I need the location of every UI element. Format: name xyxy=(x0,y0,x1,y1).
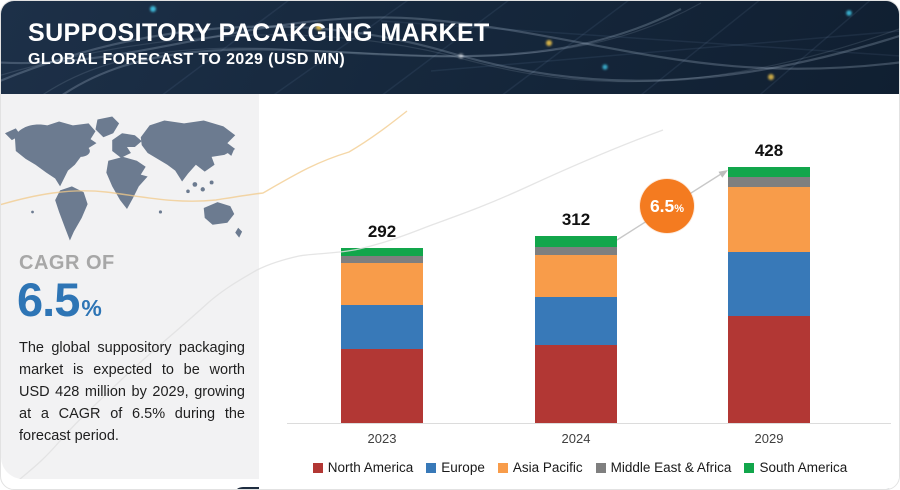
bar-segment-south-america-2023 xyxy=(341,248,423,257)
legend-swatch-south-america xyxy=(744,462,755,473)
bar-segment-south-america-2029 xyxy=(728,167,810,177)
bar-segment-south-america-2024 xyxy=(535,236,617,247)
stacked-bar-2023 xyxy=(341,248,423,423)
x-axis-label-2023: 2023 xyxy=(367,431,397,446)
legend-item-europe: Europe xyxy=(426,460,485,475)
legend-item-south-america: South America xyxy=(744,460,847,475)
x-axis-label-2024: 2024 xyxy=(561,431,591,446)
growth-value: 6.5 xyxy=(649,195,675,216)
stacked-bar-2029 xyxy=(728,167,810,423)
growth-badge: 6.5 % xyxy=(640,179,694,233)
legend-swatch-asia-pacific xyxy=(497,462,508,473)
bar-total-2029: 428 xyxy=(754,141,784,161)
legend-swatch-middle-east-africa xyxy=(595,462,606,473)
cagr-number: 6.5 xyxy=(17,273,80,326)
market-description: The global suppository packaging market … xyxy=(19,340,245,445)
legend-label-asia-pacific: Asia Pacific xyxy=(512,460,583,475)
cagr-percent-sign: % xyxy=(81,295,102,321)
cagr-value: 6.5 % xyxy=(17,272,102,327)
legend-label-middle-east-africa: Middle East & Africa xyxy=(610,460,732,475)
legend-swatch-europe xyxy=(426,462,437,473)
world-map-graphic xyxy=(4,116,243,241)
bar-segment-asia-pacific-2029 xyxy=(728,186,810,252)
legend-label-south-america: South America xyxy=(759,460,848,475)
legend-label-north-america: North America xyxy=(327,460,414,475)
legend-item-north-america: North America xyxy=(312,460,414,475)
page-subtitle: GLOBAL FORECAST TO 2029 (USD MN) xyxy=(28,51,346,68)
stacked-bar-2024 xyxy=(535,236,617,423)
page-title: SUPPOSITORY PACAKGING MARKET xyxy=(28,19,490,47)
bar-total-2024: 312 xyxy=(561,210,591,230)
chart-legend: North America Europe Asia Pacific Middle Ea… xyxy=(259,460,899,475)
bar-segment-middle-east-africa-2024 xyxy=(535,246,617,255)
bar-segment-north-america-2023 xyxy=(341,348,423,423)
legend-swatch-north-america xyxy=(312,462,323,473)
growth-percent-sign: % xyxy=(674,202,685,215)
bar-total-2023: 292 xyxy=(367,222,397,242)
bar-segment-europe-2023 xyxy=(341,304,423,349)
bar-segment-europe-2029 xyxy=(728,251,810,316)
sidebar: CAGR OF 6.5 % The global suppository pac… xyxy=(1,94,259,479)
bar-segment-north-america-2029 xyxy=(728,315,810,423)
legend-label-europe: Europe xyxy=(441,460,485,475)
bar-segment-europe-2024 xyxy=(535,297,617,345)
bar-segment-middle-east-africa-2029 xyxy=(728,176,810,187)
legend-item-middle-east-africa: Middle East & Africa xyxy=(595,460,732,475)
x-axis-label-2029: 2029 xyxy=(754,431,784,446)
header-banner: SUPPOSITORY PACAKGING MARKET GLOBAL FORE… xyxy=(1,1,899,94)
bar-segment-asia-pacific-2024 xyxy=(535,254,617,298)
bar-segment-north-america-2024 xyxy=(535,344,617,423)
chart-panel: 6.5 % North America Europe Asia Pacific Mid… xyxy=(259,94,899,489)
bar-segment-middle-east-africa-2023 xyxy=(341,256,423,264)
network-lines-decoration xyxy=(1,1,899,94)
x-axis-line xyxy=(287,423,891,424)
bar-segment-asia-pacific-2023 xyxy=(341,263,423,305)
legend-item-asia-pacific: Asia Pacific xyxy=(497,460,583,475)
